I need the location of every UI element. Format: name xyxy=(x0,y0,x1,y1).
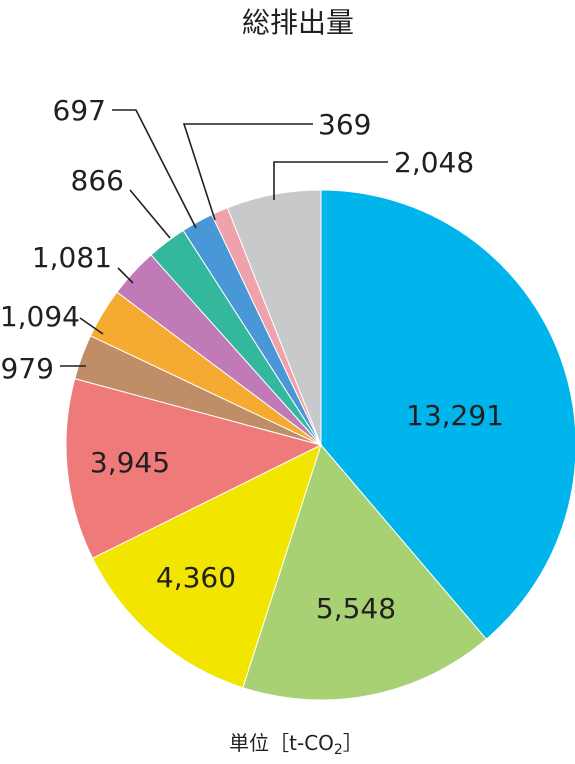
unit-label-main: 単位［t-CO xyxy=(229,731,334,755)
leader-line-1094 xyxy=(79,317,104,335)
data-label-5548: 5,548 xyxy=(316,592,396,625)
data-label-2048: 2,048 xyxy=(394,146,474,179)
data-label-13291: 13,291 xyxy=(406,399,504,432)
data-label-1081: 1,081 xyxy=(32,241,112,274)
leader-line-866 xyxy=(129,189,171,239)
data-label-369: 369 xyxy=(318,108,371,141)
data-label-1094: 1,094 xyxy=(0,300,80,333)
pie-slice-3945 xyxy=(65,378,323,559)
data-label-866: 866 xyxy=(71,164,124,197)
pie-slice-13291 xyxy=(320,189,575,640)
unit-label: 単位［t-CO2］ xyxy=(229,731,363,758)
chart-title: 総排出量 xyxy=(242,6,354,39)
pie-slice-5548 xyxy=(242,443,488,701)
pie-slice-4360 xyxy=(91,444,322,689)
data-label-697: 697 xyxy=(53,94,106,127)
data-label-3945: 3,945 xyxy=(90,446,170,479)
leader-line-697 xyxy=(112,109,197,229)
data-labels: 13,291 5,548 4,360 3,945 979 1,094 1,081… xyxy=(0,94,504,625)
leader-line-369 xyxy=(182,123,313,221)
data-label-4360: 4,360 xyxy=(156,561,236,594)
data-label-979: 979 xyxy=(1,352,54,385)
pie-slices xyxy=(65,189,575,701)
leader-line-1081 xyxy=(117,267,134,284)
unit-label-close: ］ xyxy=(343,731,363,755)
leader-line-2048 xyxy=(273,161,388,200)
leader-lines xyxy=(60,109,388,367)
unit-label-subscript: 2 xyxy=(334,742,343,758)
